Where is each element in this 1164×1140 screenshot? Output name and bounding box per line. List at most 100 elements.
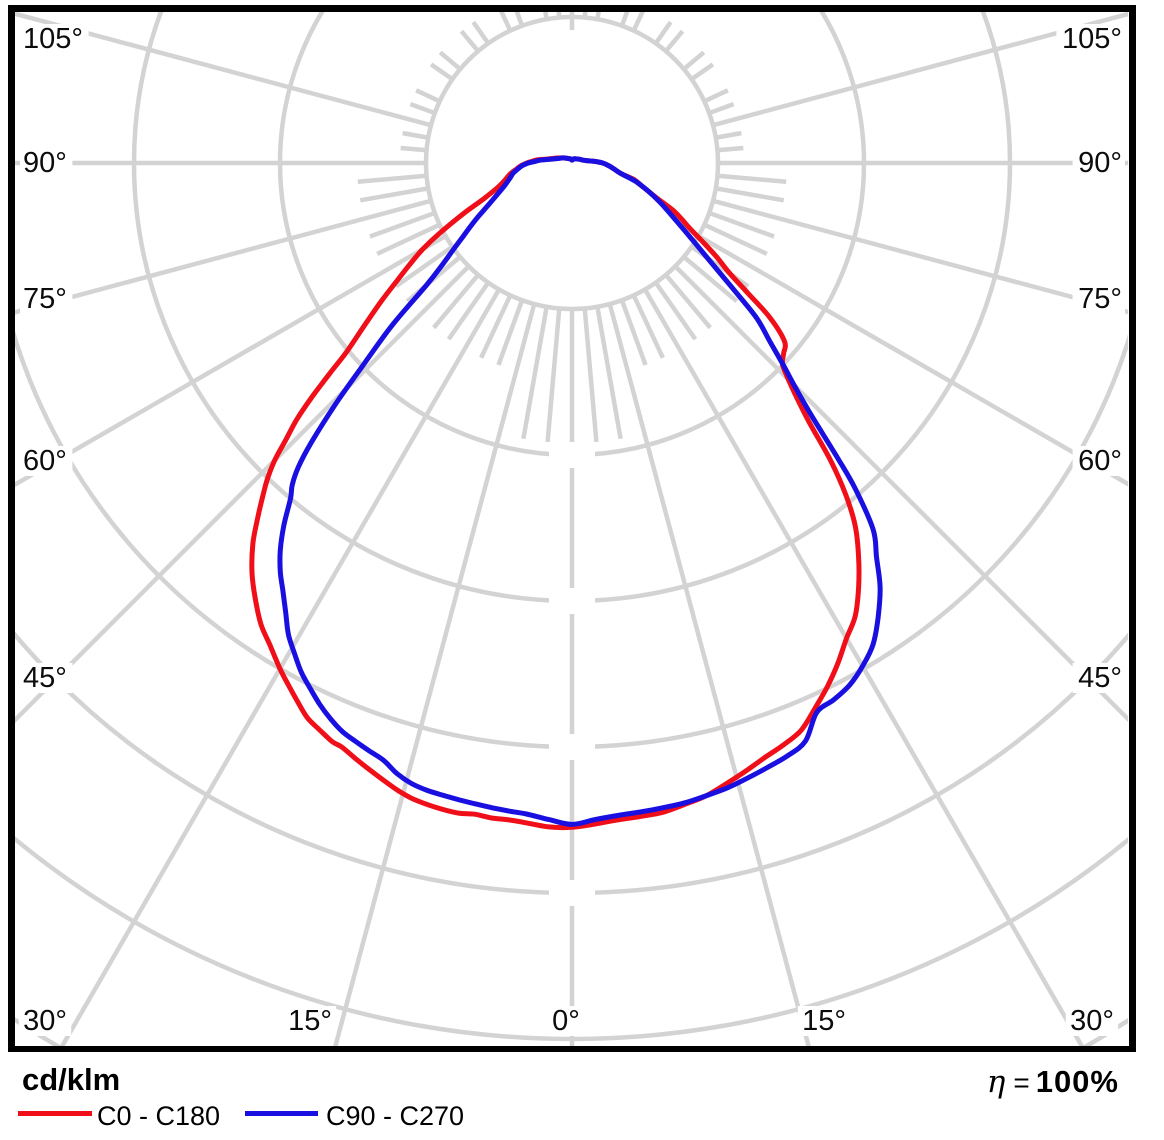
- eta-symbol: η: [986, 1064, 1006, 1100]
- grid-minor-tick: [514, 12, 525, 27]
- grid-minor-tick: [715, 130, 742, 140]
- equals-sign: =: [1013, 1067, 1030, 1098]
- grid-minor-tick: [595, 306, 623, 440]
- legend-swatch-c0-c180: [18, 1111, 92, 1116]
- grid-minor-tick: [357, 173, 427, 184]
- grid-minor-tick: [703, 222, 768, 256]
- grid-ring: [15, 330, 1128, 750]
- grid-minor-tick: [582, 308, 599, 443]
- angle-label: 15°: [288, 1005, 332, 1037]
- angle-label-bg: [547, 1006, 585, 1036]
- angle-label: 90°: [1078, 147, 1122, 179]
- ring-label-notch: [549, 880, 595, 906]
- grid-minor-tick: [619, 12, 630, 27]
- grid-ray: [643, 288, 1085, 1046]
- grid-ring: [423, 14, 721, 312]
- grid-minor-tick: [400, 145, 427, 153]
- angle-label-bg: [1072, 148, 1125, 178]
- angle-label-bg: [18, 1006, 72, 1036]
- curve-c90-c270: [277, 155, 883, 827]
- legend-label-c90-c270: C90 - C270: [326, 1101, 465, 1131]
- grid-ray: [15, 234, 447, 488]
- grid-minor-tick: [619, 299, 648, 366]
- angle-label: 75°: [1078, 283, 1122, 315]
- ring-label-notch: [549, 442, 595, 468]
- ring-label-notch: [549, 588, 595, 614]
- curve-c0-c180: [249, 155, 862, 831]
- chart-frame: [8, 5, 1136, 1052]
- legend-label-c0-c180: C0 - C180: [97, 1101, 221, 1131]
- grid-minor-tick: [521, 306, 549, 440]
- angle-label: 0°: [552, 1005, 580, 1037]
- angle-label-bg: [20, 663, 73, 693]
- angle-label-bg: [1072, 663, 1125, 693]
- angle-label: 15°: [802, 1005, 846, 1037]
- angle-label-bg: [1072, 284, 1125, 314]
- grid-minor-tick: [582, 12, 588, 18]
- angle-label-bg: [1072, 446, 1125, 476]
- angle-label-bg: [1065, 1006, 1119, 1036]
- legend-swatch-c90-c270: [245, 1111, 318, 1116]
- grid-ray: [15, 198, 432, 315]
- angle-label-bg: [20, 284, 73, 314]
- grid-ray: [673, 264, 1128, 723]
- angle-label-bg: [20, 24, 89, 54]
- grid-minor-tick: [402, 130, 429, 140]
- angle-label-bg: [20, 148, 73, 178]
- grid-minor-tick: [429, 62, 454, 82]
- polar-chart: 105° 90° 75° 60° 45° 105° 90° 75° 60° 45° 30° 15° 0°…: [8, 5, 1136, 1052]
- grid-minor-tick: [438, 50, 462, 71]
- grid-minor-tick: [446, 281, 491, 341]
- angle-label-bg: [283, 1006, 337, 1036]
- grid-minor-tick: [415, 88, 441, 104]
- grid-minor-tick: [409, 102, 436, 116]
- grid-minor-tick: [717, 145, 744, 153]
- grid-minor-tick: [715, 186, 785, 203]
- grid-ray: [712, 12, 1128, 128]
- grid-minor-tick: [545, 308, 562, 443]
- angle-label: 60°: [1078, 445, 1122, 477]
- grid-minor-tick: [708, 102, 735, 116]
- angle-labels: 105° 90° 75° 60° 45° 105° 90° 75° 60° 45° 30° 15° 0°…: [18, 23, 1125, 1037]
- grid-ray: [59, 288, 501, 1046]
- grid-minor-tick: [595, 12, 601, 20]
- grid-minor-tick: [690, 62, 715, 82]
- angle-label: 45°: [1078, 662, 1122, 694]
- ring-label-notch: [549, 734, 595, 760]
- angle-label-bg: [1056, 24, 1125, 54]
- grid-minor-tick: [631, 294, 665, 359]
- units-label: cd/klm: [22, 1062, 121, 1097]
- grid-minor-tick: [708, 210, 775, 239]
- grid-minor-tick: [459, 29, 480, 53]
- efficiency-value: 100%: [1035, 1064, 1119, 1099]
- angle-label: 90°: [23, 147, 67, 179]
- grid-minor-tick: [471, 20, 491, 45]
- grid-minor-tick: [499, 12, 513, 32]
- grid-minor-tick: [717, 173, 787, 184]
- grid-minor-tick: [479, 294, 513, 359]
- polar-grid: [15, 12, 1128, 1046]
- grid-minor-tick: [653, 20, 673, 45]
- grid-ray: [15, 264, 471, 724]
- grid-minor-tick: [359, 186, 429, 203]
- grid-minor-tick: [682, 50, 706, 71]
- grid-ray: [712, 198, 1128, 315]
- grid-minor-tick: [703, 88, 729, 104]
- grid-minor-tick: [664, 29, 685, 53]
- angle-label: 75°: [23, 283, 67, 315]
- grid-minor-tick: [664, 273, 712, 330]
- angle-label: 105°: [1062, 23, 1122, 55]
- grid-ray: [697, 234, 1128, 487]
- grid-ray: [15, 12, 432, 128]
- angle-label-bg: [20, 446, 73, 476]
- grid-ray: [333, 303, 537, 1046]
- angle-label: 45°: [23, 662, 67, 694]
- grid-minor-tick: [369, 210, 436, 239]
- angle-label: 60°: [23, 445, 67, 477]
- angle-label: 105°: [23, 23, 83, 55]
- angle-label-bg: [797, 1006, 851, 1036]
- grid-minor-tick: [543, 12, 549, 20]
- angle-label: 30°: [1070, 1005, 1114, 1037]
- grid-minor-tick: [432, 273, 480, 330]
